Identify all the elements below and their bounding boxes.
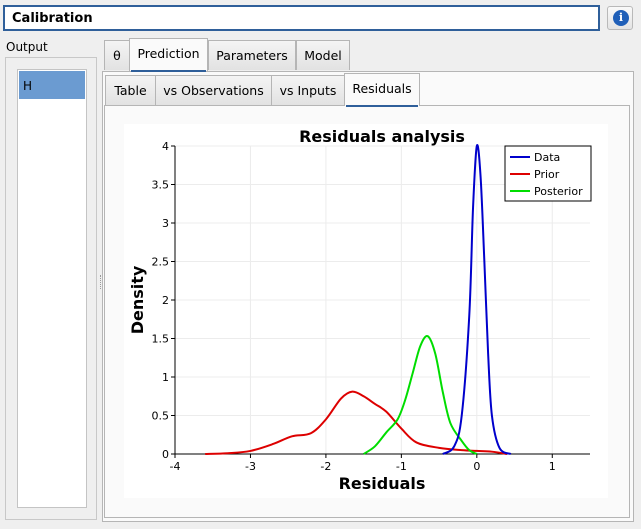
x-axis-label: Residuals (339, 474, 426, 493)
y-tick-label: 0.5 (152, 410, 170, 423)
tab-table[interactable]: Table (105, 75, 156, 105)
chart-legend: Data Prior Posterior (504, 145, 592, 202)
y-tick-label: 1.5 (152, 333, 170, 346)
residuals-chart: -4 -3 -2 -1 0 1 0 0.5 1 1.5 2 2.5 3 3.5 4 Residuals an… (124, 124, 608, 498)
chart-curves (205, 144, 512, 455)
x-tick-label: -1 (396, 460, 407, 473)
y-axis-label: Density (128, 265, 147, 334)
series-line-prior (205, 390, 508, 455)
legend-label-posterior: Posterior (534, 185, 583, 198)
calibration-title: Calibration (12, 11, 93, 26)
y-tick-label: 4 (162, 140, 169, 153)
tab-model[interactable]: Model (296, 40, 350, 70)
y-tick-label: 2.5 (152, 256, 170, 269)
output-item-h[interactable]: H (19, 71, 85, 99)
legend-label-data: Data (534, 151, 560, 164)
output-list[interactable]: H (17, 69, 87, 508)
output-label: Output (6, 40, 48, 54)
tab-parameters[interactable]: Parameters (208, 40, 296, 70)
series-line-posterior (363, 335, 478, 455)
x-tick-label: 1 (549, 460, 556, 473)
splitter-handle[interactable] (100, 275, 103, 289)
tab-vs-observations[interactable]: vs Observations (155, 75, 272, 105)
y-tick-label: 3.5 (152, 179, 170, 192)
tab-vs-inputs[interactable]: vs Inputs (271, 75, 345, 105)
x-tick-label: -2 (320, 460, 331, 473)
series-line-data (442, 144, 512, 455)
tab-theta[interactable]: θ (104, 40, 130, 70)
x-tick-label: -4 (170, 460, 181, 473)
info-icon: i (613, 10, 629, 26)
tab-prediction[interactable]: Prediction (129, 38, 208, 72)
y-tick-label: 1 (162, 371, 169, 384)
chart-axes: -4 -3 -2 -1 0 1 0 0.5 1 1.5 2 2.5 3 3.5 4 (152, 140, 590, 473)
info-button[interactable]: i (607, 6, 633, 30)
x-tick-label: -3 (245, 460, 256, 473)
y-tick-label: 0 (162, 448, 169, 461)
calibration-title-field[interactable]: Calibration (3, 5, 600, 31)
y-tick-label: 2 (162, 294, 169, 307)
output-item-label: H (23, 79, 33, 93)
x-tick-label: 0 (473, 460, 480, 473)
tab-residuals[interactable]: Residuals (344, 73, 420, 107)
y-tick-label: 3 (162, 217, 169, 230)
legend-label-prior: Prior (534, 168, 560, 181)
chart-title: Residuals analysis (299, 127, 465, 146)
